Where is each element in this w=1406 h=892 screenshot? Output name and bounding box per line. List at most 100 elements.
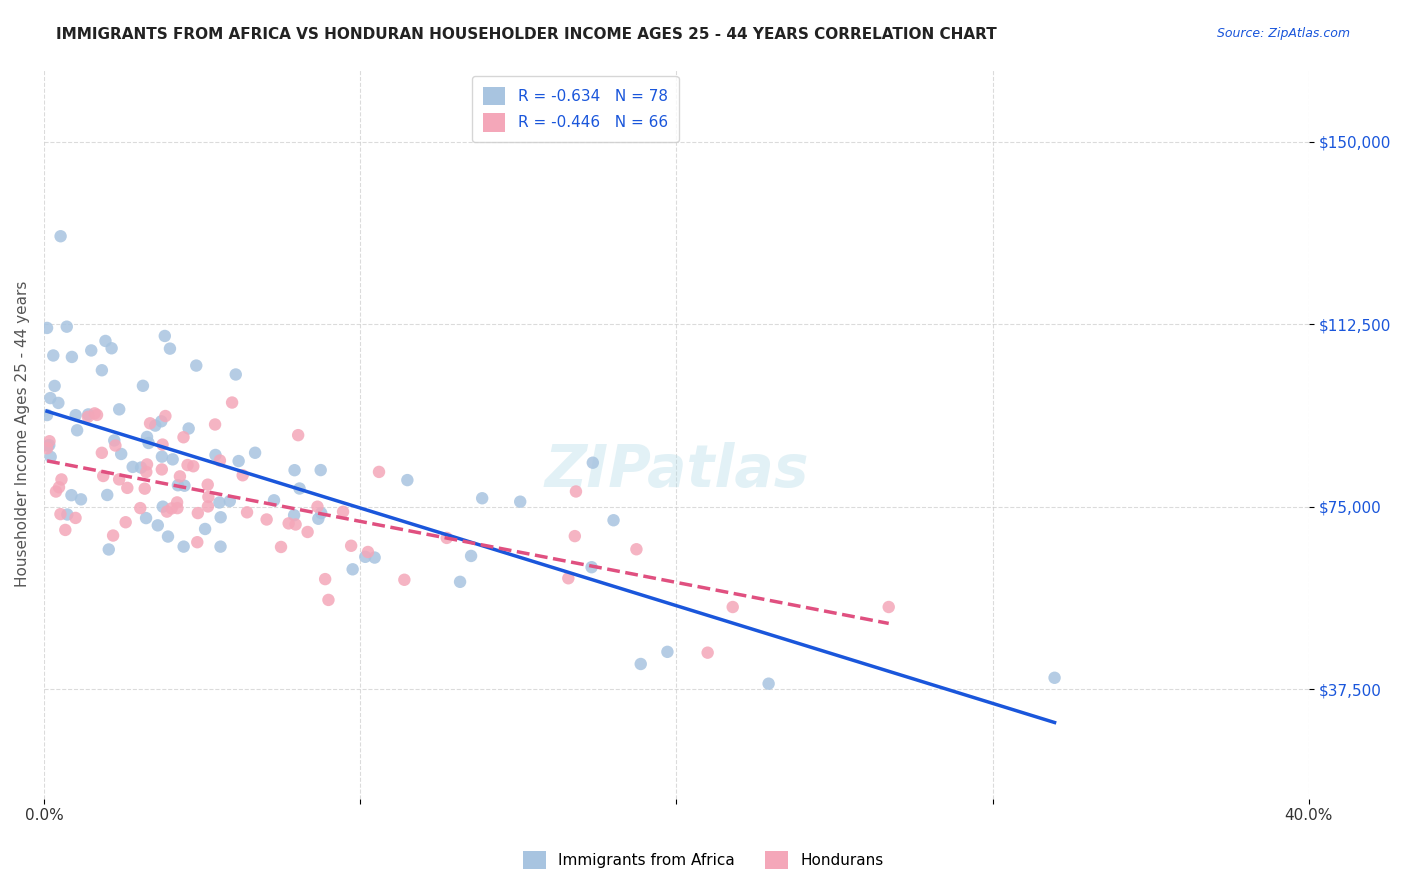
Point — [80, 343, 103, 358]
Point — [277, 516, 299, 531]
Point — [146, 518, 169, 533]
Point — [153, 329, 176, 343]
Point — [166, 501, 188, 516]
Point — [55, 319, 77, 334]
Point — [208, 495, 231, 509]
Point — [176, 458, 198, 472]
Point — [70, 492, 93, 507]
Point — [132, 379, 155, 393]
Point — [159, 342, 181, 356]
Point — [38, 438, 60, 452]
Point — [156, 505, 179, 519]
Point — [135, 511, 157, 525]
Point — [318, 593, 340, 607]
Point — [509, 494, 531, 508]
Point — [657, 645, 679, 659]
Point — [557, 571, 579, 585]
Point — [60, 350, 83, 364]
Point — [96, 488, 118, 502]
Point — [394, 573, 416, 587]
Point — [564, 529, 586, 543]
Point — [117, 481, 139, 495]
Point — [284, 517, 307, 532]
Point — [139, 417, 162, 431]
Point — [135, 465, 157, 479]
Point — [152, 437, 174, 451]
Point — [49, 229, 72, 244]
Point — [166, 495, 188, 509]
Point — [630, 657, 652, 671]
Point — [197, 477, 219, 491]
Point — [110, 447, 132, 461]
Point — [60, 488, 83, 502]
Point — [256, 512, 278, 526]
Point — [97, 542, 120, 557]
Point — [108, 472, 131, 486]
Point — [35, 408, 58, 422]
Point — [197, 500, 219, 514]
Point — [471, 491, 494, 506]
Point — [167, 478, 190, 492]
Point — [283, 508, 305, 523]
Point — [197, 490, 219, 504]
Point — [42, 349, 65, 363]
Point — [218, 494, 240, 508]
Point — [150, 414, 173, 428]
Point — [602, 513, 624, 527]
Point — [136, 458, 159, 472]
Point — [232, 468, 254, 483]
Point — [129, 460, 152, 475]
Point — [288, 482, 311, 496]
Point — [225, 368, 247, 382]
Point — [696, 646, 718, 660]
Point — [340, 539, 363, 553]
Point — [187, 506, 209, 520]
Text: ZIPatlas: ZIPatlas — [544, 442, 808, 499]
Point — [108, 402, 131, 417]
Point — [83, 406, 105, 420]
Point — [136, 430, 159, 444]
Point — [37, 439, 59, 453]
Point — [94, 334, 117, 348]
Point — [66, 423, 89, 437]
Point — [155, 409, 177, 423]
Point — [204, 448, 226, 462]
Point — [150, 462, 173, 476]
Point — [363, 550, 385, 565]
Text: IMMIGRANTS FROM AFRICA VS HONDURAN HOUSEHOLDER INCOME AGES 25 - 44 YEARS CORRELA: IMMIGRANTS FROM AFRICA VS HONDURAN HOUSE… — [56, 27, 997, 42]
Point — [283, 463, 305, 477]
Point — [270, 540, 292, 554]
Point — [221, 395, 243, 409]
Point — [35, 321, 58, 335]
Point — [354, 549, 377, 564]
Point — [436, 531, 458, 545]
Point — [156, 530, 179, 544]
Point — [208, 453, 231, 467]
Point — [565, 484, 588, 499]
Point — [48, 480, 70, 494]
Point — [114, 515, 136, 529]
Point — [314, 572, 336, 586]
Point — [263, 493, 285, 508]
Point — [307, 500, 329, 514]
Point — [90, 363, 112, 377]
Point — [91, 469, 114, 483]
Point — [297, 524, 319, 539]
Point — [121, 459, 143, 474]
Point — [877, 599, 900, 614]
Point — [138, 436, 160, 450]
Point — [65, 511, 87, 525]
Text: Source: ZipAtlas.com: Source: ZipAtlas.com — [1216, 27, 1350, 40]
Point — [77, 409, 100, 424]
Point — [162, 452, 184, 467]
Point — [1043, 671, 1066, 685]
Point — [169, 469, 191, 483]
Point — [243, 446, 266, 460]
Point — [104, 438, 127, 452]
Point — [194, 522, 217, 536]
Point — [307, 512, 329, 526]
Point — [53, 523, 76, 537]
Point — [460, 549, 482, 563]
Point — [181, 459, 204, 474]
Point — [357, 545, 380, 559]
